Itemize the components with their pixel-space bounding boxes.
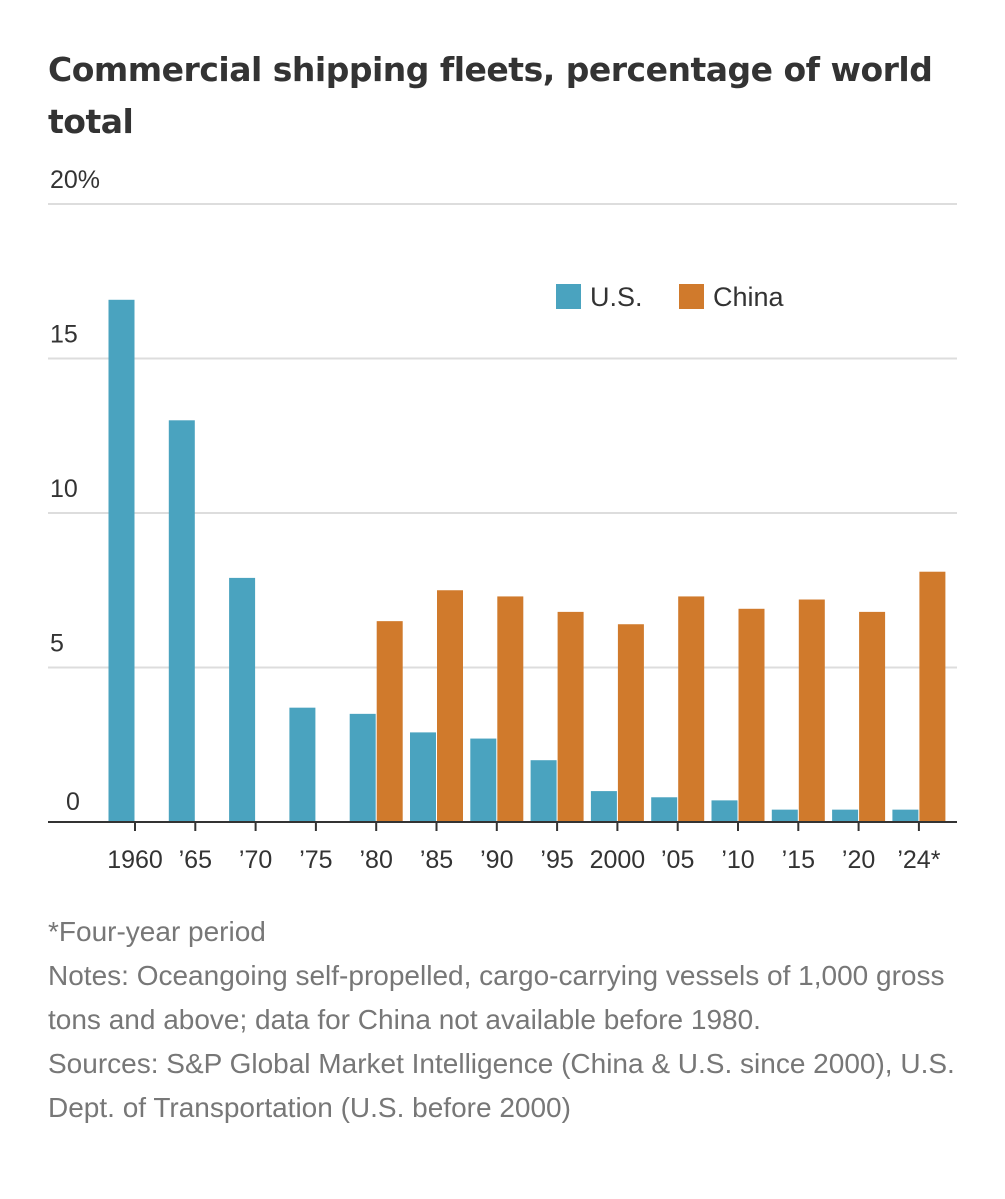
y-tick-label: 0 [66,788,80,816]
legend-swatch-china [679,284,704,309]
bars [108,299,946,822]
bar-china-4 [376,621,403,822]
x-tick-label: 2000 [590,846,646,874]
notes-text: Notes: Oceangoing self-propelled, cargo-… [48,960,945,1035]
x-tick-label: ’80 [360,846,393,874]
bar-us-4 [349,713,376,822]
bar-us-7 [530,760,557,822]
bar-us-1 [168,420,195,822]
legend-swatch-us [556,284,581,309]
x-tick-label: ’15 [782,846,815,874]
bar-china-13 [919,571,946,822]
chart-notes: *Four-year period Notes: Oceangoing self… [48,910,968,1130]
x-tick-label: ’24* [897,846,940,874]
x-tick-label: ’85 [420,846,453,874]
bar-us-9 [651,797,678,822]
y-axis-labels: 0 5 10 15 20% [50,166,100,816]
legend-label-us: U.S. [590,282,643,312]
x-tick-label: 1960 [107,846,163,874]
y-tick-label: 15 [50,321,78,349]
bar-us-8 [590,791,617,822]
bar-china-5 [437,590,463,822]
bar-us-0 [108,299,135,822]
bar-china-9 [678,596,705,822]
x-tick-label: ’75 [299,846,332,874]
x-tick-label: ’70 [239,846,272,874]
chart-title: Commercial shipping fleets, percentage o… [48,50,933,141]
x-axis-labels: 1960 ’65 ’70 ’75 ’80 ’85 ’90 ’95 2000 ’05 ’10 ’15 ’2… [107,822,941,874]
bar-china-12 [859,611,886,822]
bar-us-10 [711,800,738,822]
legend-label-china: China [713,282,785,312]
bar-us-12 [832,809,859,822]
footnote: *Four-year period [48,916,266,947]
bar-us-5 [410,732,436,822]
bar-china-8 [617,624,644,822]
bar-china-6 [497,596,524,822]
x-tick-label: ’65 [179,846,212,874]
bar-china-7 [557,611,584,822]
x-tick-label: ’20 [842,846,875,874]
x-tick-label: ’90 [480,846,513,874]
y-tick-label: 20% [50,166,100,194]
bar-us-2 [229,577,256,822]
bar-chart: 0 5 10 15 20% 1960 ’65 ’70 ’75 ’80 ’85 ’90 ’95 2000 ’… [48,166,957,874]
bar-us-13 [892,809,919,822]
y-tick-label: 10 [50,475,78,503]
x-tick-label: ’95 [540,846,573,874]
bar-china-10 [738,608,765,822]
bar-us-11 [771,809,798,822]
y-tick-label: 5 [50,630,64,658]
bar-us-3 [289,707,316,822]
x-tick-label: ’10 [721,846,754,874]
bar-china-11 [798,599,825,822]
sources-text: Sources: S&P Global Market Intelligence … [48,1048,955,1123]
x-tick-label: ’05 [661,846,694,874]
legend: U.S. China [556,282,785,312]
bar-us-6 [470,738,497,822]
